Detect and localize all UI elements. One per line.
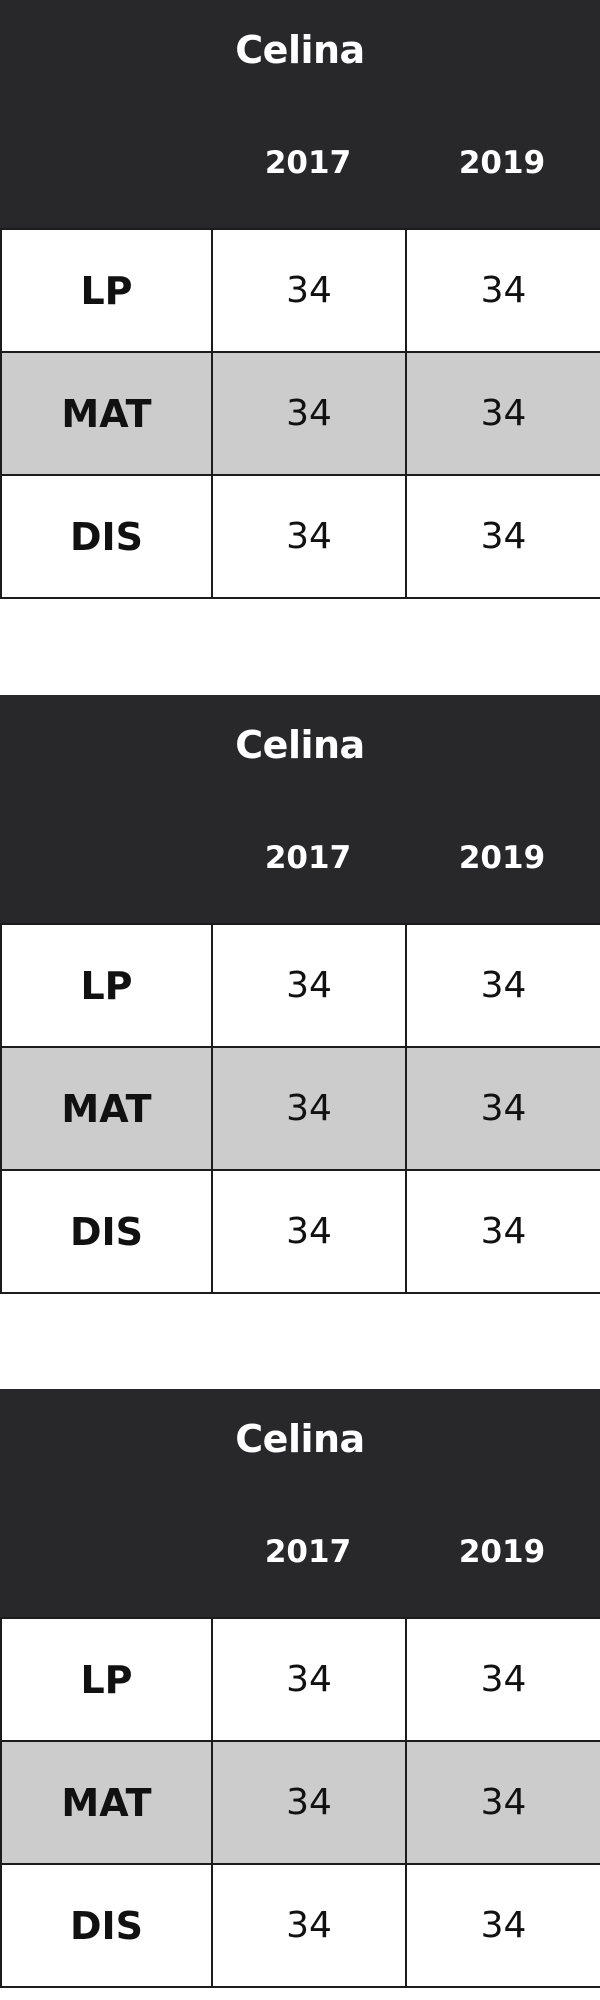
table-row: MAT 34 34 <box>0 1046 600 1171</box>
score-cell: 34 <box>211 1863 407 1988</box>
card-title: Celina <box>235 1417 365 1461</box>
subject-label: LP <box>0 228 213 353</box>
year-header: 2017 <box>264 840 352 876</box>
score-cell: 34 <box>405 351 600 476</box>
table-row: MAT 34 34 <box>0 351 600 476</box>
subject-label: MAT <box>0 1740 213 1865</box>
year-header: 2019 <box>458 1534 546 1570</box>
table-row: DIS 34 34 <box>0 1169 600 1294</box>
score-cell: 34 <box>405 1046 600 1171</box>
score-card: Celina 2017 2019 LP 34 34 MAT 34 34 DIS … <box>0 1389 600 1989</box>
score-table: LP 34 34 MAT 34 34 DIS 34 34 <box>0 1617 600 1988</box>
card-title: Celina <box>235 723 365 767</box>
score-cell: 34 <box>211 1046 407 1171</box>
subject-label: MAT <box>0 351 213 476</box>
subject-label: DIS <box>0 474 213 599</box>
score-table: LP 34 34 MAT 34 34 DIS 34 34 <box>0 228 600 599</box>
card-header: Celina 2017 2019 <box>0 695 600 923</box>
table-row: DIS 34 34 <box>0 1863 600 1988</box>
score-cell: 34 <box>211 228 407 353</box>
year-header: 2019 <box>458 145 546 181</box>
year-header: 2017 <box>264 1534 352 1570</box>
score-table: LP 34 34 MAT 34 34 DIS 34 34 <box>0 923 600 1294</box>
table-row: LP 34 34 <box>0 228 600 353</box>
subject-label: LP <box>0 923 213 1048</box>
score-cell: 34 <box>211 351 407 476</box>
score-cell: 34 <box>211 1740 407 1865</box>
table-row: LP 34 34 <box>0 1617 600 1742</box>
score-cell: 34 <box>211 923 407 1048</box>
subject-label: DIS <box>0 1863 213 1988</box>
score-cell: 34 <box>211 1169 407 1294</box>
year-header: 2017 <box>264 145 352 181</box>
card-header: Celina 2017 2019 <box>0 1389 600 1617</box>
score-cell: 34 <box>405 1617 600 1742</box>
score-cell: 34 <box>405 1863 600 1988</box>
score-cell: 34 <box>211 474 407 599</box>
score-card: Celina 2017 2019 LP 34 34 MAT 34 34 DIS … <box>0 0 600 600</box>
subject-label: DIS <box>0 1169 213 1294</box>
score-cell: 34 <box>405 474 600 599</box>
score-cell: 34 <box>405 1740 600 1865</box>
year-header: 2019 <box>458 840 546 876</box>
score-cell: 34 <box>405 923 600 1048</box>
subject-label: LP <box>0 1617 213 1742</box>
subject-label: MAT <box>0 1046 213 1171</box>
score-cell: 34 <box>405 1169 600 1294</box>
score-cell: 34 <box>211 1617 407 1742</box>
table-row: MAT 34 34 <box>0 1740 600 1865</box>
card-title: Celina <box>235 28 365 72</box>
score-card: Celina 2017 2019 LP 34 34 MAT 34 34 DIS … <box>0 695 600 1295</box>
score-cell: 34 <box>405 228 600 353</box>
card-header: Celina 2017 2019 <box>0 0 600 228</box>
table-row: DIS 34 34 <box>0 474 600 599</box>
table-row: LP 34 34 <box>0 923 600 1048</box>
